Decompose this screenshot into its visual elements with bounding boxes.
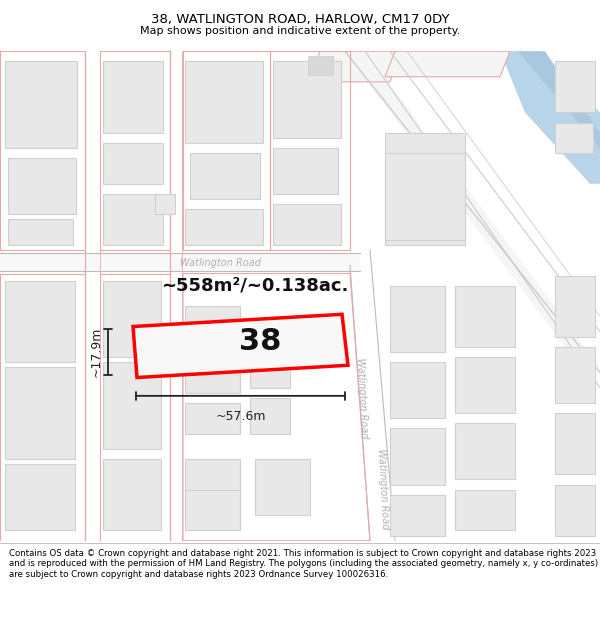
Text: Watlington Road: Watlington Road: [179, 258, 260, 268]
Bar: [185, 459, 240, 520]
Polygon shape: [518, 51, 600, 148]
Bar: [455, 357, 515, 413]
Bar: [185, 489, 240, 531]
Bar: [273, 148, 338, 194]
Bar: [390, 495, 445, 536]
Text: Map shows position and indicative extent of the property.: Map shows position and indicative extent…: [140, 26, 460, 36]
Text: Watlington Road: Watlington Road: [355, 357, 369, 439]
Polygon shape: [385, 51, 510, 77]
Bar: [185, 209, 263, 245]
Bar: [555, 276, 595, 337]
Bar: [103, 194, 163, 245]
Bar: [390, 362, 445, 418]
Text: Watlington Road: Watlington Road: [376, 449, 390, 531]
Bar: [185, 403, 240, 434]
Bar: [555, 61, 595, 112]
Bar: [555, 122, 593, 153]
Bar: [273, 61, 341, 138]
Polygon shape: [133, 314, 348, 378]
Bar: [103, 61, 163, 132]
Bar: [455, 489, 515, 531]
Bar: [555, 484, 595, 536]
Bar: [5, 281, 75, 362]
Bar: [455, 423, 515, 479]
Bar: [0, 253, 360, 271]
Text: ~558m²/~0.138ac.: ~558m²/~0.138ac.: [161, 277, 349, 295]
Bar: [385, 153, 465, 240]
Bar: [185, 352, 240, 392]
Polygon shape: [310, 51, 400, 82]
Bar: [5, 61, 77, 148]
Bar: [103, 362, 161, 449]
Bar: [8, 158, 76, 214]
Text: ~17.9m: ~17.9m: [90, 327, 103, 378]
Polygon shape: [345, 51, 600, 368]
Text: 38: 38: [239, 328, 281, 356]
Text: Contains OS data © Crown copyright and database right 2021. This information is : Contains OS data © Crown copyright and d…: [9, 549, 598, 579]
Bar: [390, 429, 445, 484]
Bar: [250, 398, 290, 434]
Bar: [103, 281, 161, 357]
Bar: [190, 153, 260, 199]
Polygon shape: [500, 51, 600, 184]
Bar: [555, 347, 595, 403]
Bar: [185, 61, 263, 143]
Bar: [8, 219, 73, 245]
Bar: [5, 464, 75, 531]
Bar: [385, 132, 465, 245]
Bar: [308, 56, 333, 75]
Bar: [185, 306, 240, 342]
Bar: [5, 368, 75, 459]
Bar: [155, 194, 175, 214]
Text: 38, WATLINGTON ROAD, HARLOW, CM17 0DY: 38, WATLINGTON ROAD, HARLOW, CM17 0DY: [151, 12, 449, 26]
Bar: [555, 413, 595, 474]
Bar: [250, 352, 290, 388]
Bar: [273, 204, 341, 245]
Bar: [390, 286, 445, 352]
Bar: [103, 143, 163, 184]
Bar: [455, 286, 515, 347]
Text: ~57.6m: ~57.6m: [215, 410, 266, 423]
Bar: [255, 459, 310, 515]
Bar: [103, 459, 161, 531]
